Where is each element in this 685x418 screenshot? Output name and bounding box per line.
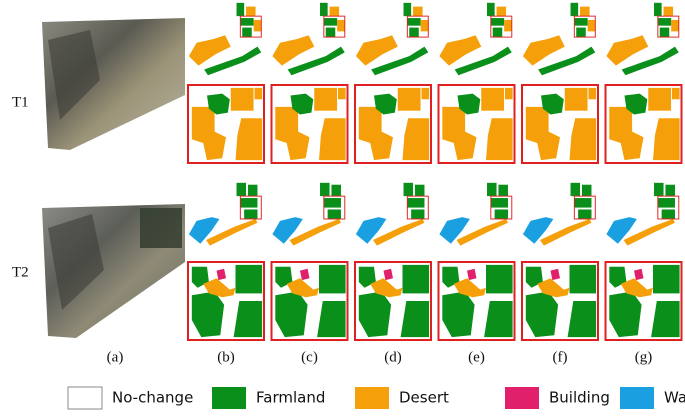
zoom-map (188, 86, 264, 162)
map-thumbnail (605, 2, 680, 76)
zoom-map (438, 263, 515, 339)
zoom-frame (187, 84, 265, 164)
legend-swatch (212, 387, 246, 409)
column-label: (a) (107, 349, 124, 365)
map-thumbnail (188, 182, 262, 247)
terrain-shade (48, 214, 104, 310)
map-thumbnail (438, 182, 513, 247)
zoom-map (438, 86, 515, 162)
zoom-map (271, 86, 348, 162)
zoom-frame (604, 84, 683, 164)
zoom-frame (521, 84, 599, 164)
row-label: T1 (12, 94, 29, 110)
zoom-map (605, 86, 682, 162)
legend-swatch (67, 386, 103, 410)
map-thumbnail (271, 182, 346, 247)
zoom-map (522, 263, 598, 339)
zoom-map (355, 86, 431, 162)
zoom-frame (437, 261, 516, 341)
zoom-frame (604, 261, 683, 341)
zoom-frame (354, 84, 432, 164)
map-thumbnail (355, 182, 429, 247)
column-label: (e) (468, 349, 485, 365)
zoom-map (522, 86, 598, 162)
column-label: (g) (635, 349, 653, 365)
zoom-frame (270, 84, 349, 164)
map-thumbnail (271, 2, 346, 76)
legend-swatch (620, 387, 654, 409)
legend-label: Water (664, 389, 685, 407)
legend-swatch (505, 387, 539, 409)
zoom-frame (187, 261, 265, 341)
legend-label: No-change (112, 389, 193, 407)
map-thumbnail (438, 2, 513, 76)
zoom-map (605, 263, 682, 339)
map-thumbnail (188, 2, 262, 76)
zoom-map (271, 263, 348, 339)
legend-swatch (355, 387, 389, 409)
zoom-frame (354, 261, 432, 341)
zoom-map (188, 263, 264, 339)
map-thumbnail (522, 2, 596, 76)
column-label: (d) (384, 349, 402, 365)
farmland-patch (140, 208, 182, 248)
column-label: (f) (553, 349, 568, 365)
legend-label: Desert (399, 389, 449, 407)
zoom-map (355, 263, 431, 339)
panels: (b) (c) (d) (e) (f) (g) (187, 2, 683, 365)
legend-label: Building (549, 389, 610, 407)
legend-label: Farmland (256, 389, 325, 407)
terrain-shade (48, 30, 100, 120)
row-label: T2 (12, 264, 29, 280)
zoom-frame (270, 261, 349, 341)
column-label: (b) (217, 349, 235, 365)
zoom-frame (521, 261, 599, 341)
map-thumbnail (605, 182, 680, 247)
column-label: (c) (301, 349, 318, 365)
map-thumbnail (355, 2, 429, 76)
zoom-frame (437, 84, 516, 164)
map-thumbnail (522, 182, 596, 247)
